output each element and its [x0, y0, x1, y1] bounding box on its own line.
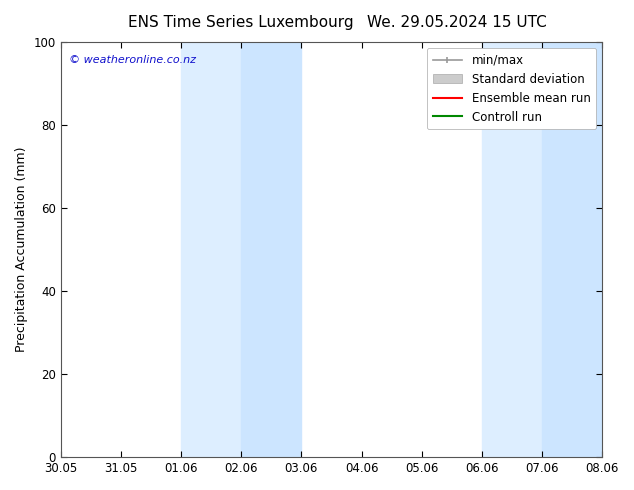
Bar [181, 42, 241, 457]
Bar [542, 42, 602, 457]
Text: We. 29.05.2024 15 UTC: We. 29.05.2024 15 UTC [366, 15, 547, 30]
Bar [241, 42, 301, 457]
Bar [482, 42, 542, 457]
Text: © weatheronline.co.nz: © weatheronline.co.nz [69, 54, 196, 65]
Legend: min/max, Standard deviation, Ensemble mean run, Controll run: min/max, Standard deviation, Ensemble me… [427, 48, 597, 129]
Text: ENS Time Series Luxembourg: ENS Time Series Luxembourg [128, 15, 354, 30]
Y-axis label: Precipitation Accumulation (mm): Precipitation Accumulation (mm) [15, 147, 28, 352]
